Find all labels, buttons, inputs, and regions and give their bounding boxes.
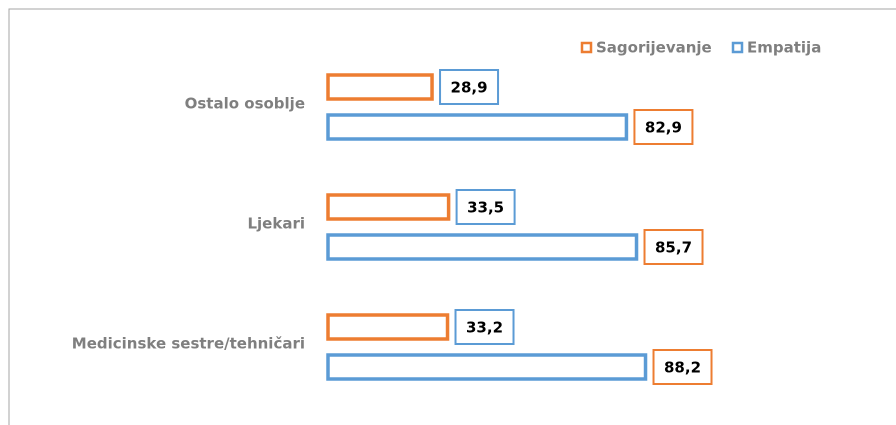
- category-label: Ostalo osoblje: [185, 95, 305, 113]
- data-label-box: [454, 309, 515, 345]
- data-label-box: [455, 189, 516, 225]
- bar: [326, 113, 629, 141]
- data-label-box: [439, 69, 500, 105]
- data-label: 33,5: [467, 199, 504, 217]
- data-label-box: [652, 349, 713, 385]
- data-label: 33,2: [466, 319, 503, 337]
- bar: [326, 233, 639, 261]
- category-label: Ljekari: [247, 215, 305, 233]
- legend-label: Empatija: [747, 39, 821, 57]
- category-label: Medicinske sestre/tehničari: [72, 335, 305, 353]
- data-label: 28,9: [451, 79, 488, 97]
- legend-swatch: [731, 41, 744, 54]
- data-label: 85,7: [655, 239, 692, 257]
- data-label: 82,9: [645, 119, 682, 137]
- legend-label: Sagorijevanje: [596, 39, 712, 57]
- data-label-box: [643, 229, 704, 265]
- data-label: 88,2: [664, 359, 701, 377]
- legend-swatch: [580, 41, 593, 54]
- bar: [326, 193, 451, 221]
- bar: [326, 313, 450, 341]
- data-label-box: [633, 109, 694, 145]
- bar: [326, 353, 648, 381]
- chart-frame: [8, 8, 896, 425]
- bar: [326, 73, 434, 101]
